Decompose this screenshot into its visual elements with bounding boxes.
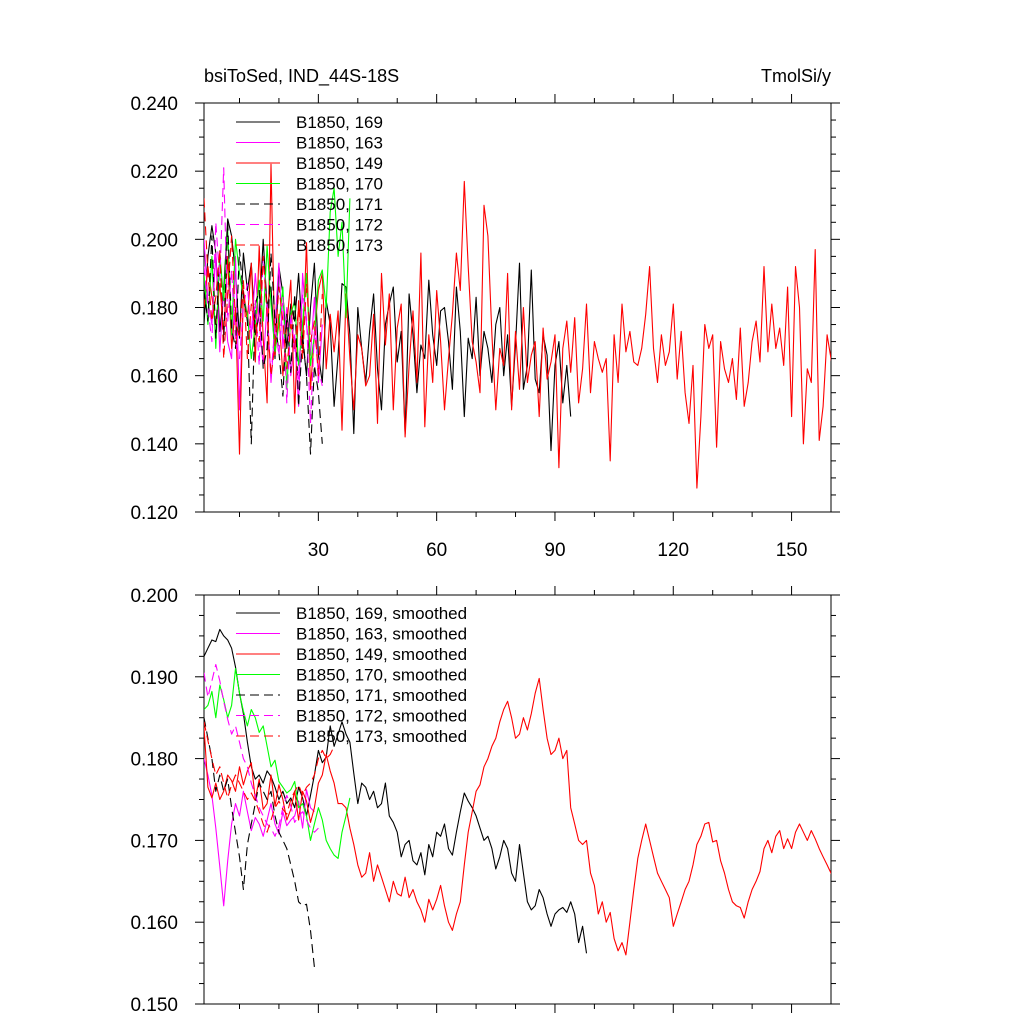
legend-label: B1850, 173, smoothed xyxy=(296,727,467,746)
series-line-7 xyxy=(204,198,323,377)
y-tick-label: 0.200 xyxy=(130,586,178,607)
series-line-5 xyxy=(204,221,323,455)
chart-title-top: bsiToSed, IND_44S-18S xyxy=(204,66,399,87)
legend-label: B1850, 170 xyxy=(296,175,383,194)
y-tick-label: 0.180 xyxy=(130,299,178,320)
legend-label: B1850, 172 xyxy=(296,216,383,235)
legend-label: B1850, 170, smoothed xyxy=(296,666,467,685)
legend-label: B1850, 171, smoothed xyxy=(296,686,467,705)
legend-label: B1850, 173 xyxy=(296,236,383,255)
chart-bottom: 0.150 0.160 0.170 0.180 0.190 0.200 B1850, 169… xyxy=(130,586,840,1016)
y-tick-label: 0.140 xyxy=(130,435,178,456)
y-tick-label: 0.190 xyxy=(130,668,178,689)
legend-label: B1850, 163, smoothed xyxy=(296,625,467,644)
series-line-5 xyxy=(204,717,315,968)
y-tick-label: 0.200 xyxy=(130,230,178,251)
legend-label: B1850, 169, smoothed xyxy=(296,604,467,623)
legend-label: B1850, 172, smoothed xyxy=(296,707,467,726)
y-tick-label: 0.220 xyxy=(130,162,178,183)
x-tick-label: 120 xyxy=(657,540,689,561)
y-tick-label: 0.160 xyxy=(130,367,178,388)
plot-area-top: 0.120 0.140 0.160 0.180 0.200 0.220 0.240 30 60 9… xyxy=(130,94,840,561)
y-tick-label: 0.240 xyxy=(130,94,178,115)
legend-label: B1850, 163 xyxy=(296,134,383,153)
y-tick-label: 0.170 xyxy=(130,831,178,852)
series-line-3 xyxy=(204,677,831,956)
legend-label: B1850, 149, smoothed xyxy=(296,645,467,664)
series-line-1 xyxy=(204,628,588,954)
x-tick-label: 30 xyxy=(308,540,329,561)
x-tick-label: 90 xyxy=(544,540,565,561)
series-line-4 xyxy=(204,668,351,859)
plot-area-bottom: 0.150 0.160 0.170 0.180 0.190 0.200 B1850, 169… xyxy=(130,586,840,1016)
series-line-7 xyxy=(204,721,335,833)
y-tick-label: 0.160 xyxy=(130,913,178,934)
y-tick-label: 0.180 xyxy=(130,750,178,771)
series-line-2 xyxy=(204,758,315,907)
series-line-3 xyxy=(204,163,831,489)
x-tick-label: 60 xyxy=(426,540,447,561)
legend-label: B1850, 169 xyxy=(296,113,383,132)
chart-units-top: TmolSi/y xyxy=(761,66,831,86)
chart-top: bsiToSed, IND_44S-18S TmolSi/y 0.120 0.14… xyxy=(130,66,840,561)
series-line-6 xyxy=(204,663,319,837)
y-tick-label: 0.120 xyxy=(130,503,178,524)
legend-label: B1850, 149 xyxy=(296,154,383,173)
y-tick-label: 0.150 xyxy=(130,995,178,1016)
legend-label: B1850, 171 xyxy=(296,195,383,214)
x-tick-label: 150 xyxy=(776,540,808,561)
